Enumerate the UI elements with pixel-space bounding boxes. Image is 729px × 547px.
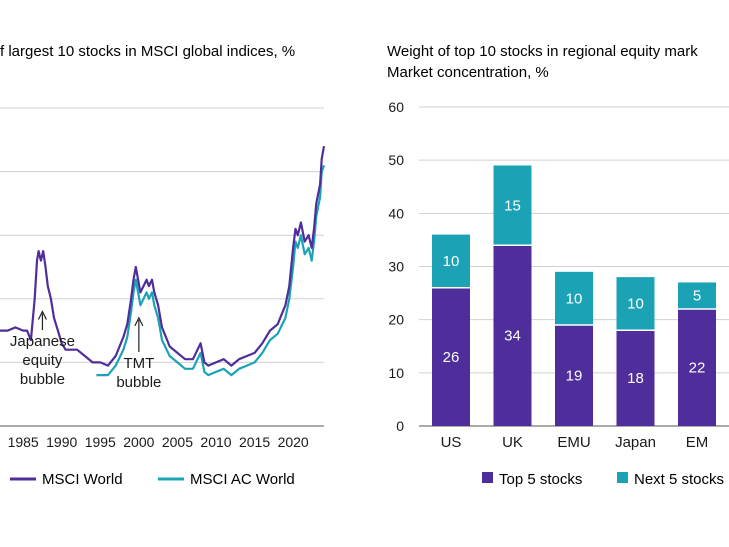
right-y-tick-label: 20 (388, 312, 404, 328)
bar-value-label: 15 (504, 197, 521, 214)
bar-em-next-5-stocks (678, 282, 716, 310)
left-x-tick-label: 2000 (123, 434, 154, 450)
right-bar-chart: Weight of top 10 stocks in regional equi… (387, 43, 729, 488)
bar-us-top-5-stocks (432, 287, 470, 426)
bar-value-label: 10 (443, 253, 460, 270)
series-line-msci-world (0, 146, 326, 367)
bar-value-label: 22 (689, 360, 706, 377)
legend-swatch-next-5 (617, 472, 628, 483)
bar-value-label: 10 (566, 290, 583, 307)
bar-uk-next-5-stocks (493, 165, 532, 246)
right-chart-title-line1: Weight of top 10 stocks in regional equi… (387, 43, 698, 60)
right-y-tick-label: 30 (388, 259, 404, 275)
right-x-tick-label: Japan (615, 434, 656, 451)
legend-label-next-5: Next 5 stocks (634, 471, 724, 488)
left-x-tick-label: 1990 (46, 434, 77, 450)
bar-value-label: 18 (627, 370, 644, 387)
left-x-tick-label: 1995 (85, 434, 116, 450)
left-x-tick-label: 2005 (162, 434, 193, 450)
bar-emu-top-5-stocks (555, 324, 593, 426)
right-y-tick-label: 50 (388, 152, 404, 168)
bar-em-top-5-stocks (678, 309, 716, 426)
right-y-tick-label: 0 (396, 418, 404, 434)
bar-us-next-5-stocks (432, 234, 470, 288)
bar-value-label: 26 (443, 349, 460, 366)
right-x-tick-label: EMU (557, 434, 590, 451)
right-x-tick-label: UK (502, 434, 523, 451)
right-x-tick-label: US (441, 434, 462, 451)
bar-uk-top-5-stocks (493, 245, 532, 426)
right-legend: Top 5 stocks Next 5 stocks (482, 471, 724, 488)
series-line-msci-ac-world (96, 164, 326, 377)
annotation-arrowhead (134, 316, 144, 327)
annotation-label: Japanese (10, 333, 75, 350)
legend-swatch-top-5 (482, 472, 493, 483)
bar-japan-top-5-stocks (616, 330, 655, 426)
legend-label-top-5: Top 5 stocks (499, 471, 582, 488)
left-x-tick-label: 2020 (278, 434, 309, 450)
annotation-label: equity (22, 352, 63, 369)
right-y-tick-label: 60 (388, 99, 404, 115)
right-y-tick-label: 40 (388, 205, 404, 221)
annotation-label: bubble (20, 371, 65, 388)
bar-value-label: 19 (566, 367, 583, 384)
right-chart-title-line2: Market concentration, % (387, 64, 549, 81)
bar-japan-next-5-stocks (616, 277, 655, 331)
right-y-tick-label: 10 (388, 365, 404, 381)
bar-value-label: 10 (627, 296, 644, 313)
bar-value-label: 5 (693, 288, 701, 305)
right-x-tick-label: EM (686, 434, 709, 451)
left-x-tick-label: 2015 (239, 434, 270, 450)
annotation-label: TMT (123, 355, 154, 372)
left-legend: MSCI World MSCI AC World (10, 471, 295, 488)
legend-label-msci-world: MSCI World (42, 471, 123, 488)
left-x-tick-label: 1985 (8, 434, 39, 450)
left-chart-title: f largest 10 stocks in MSCI global indic… (0, 43, 295, 60)
bar-value-label: 34 (504, 328, 521, 345)
annotation-arrowhead (37, 310, 47, 320)
annotation-label: bubble (116, 374, 161, 391)
bar-emu-next-5-stocks (555, 271, 593, 325)
left-line-chart: f largest 10 stocks in MSCI global indic… (0, 43, 326, 488)
left-x-tick-label: 2010 (200, 434, 231, 450)
legend-label-msci-ac-world: MSCI AC World (190, 471, 295, 488)
